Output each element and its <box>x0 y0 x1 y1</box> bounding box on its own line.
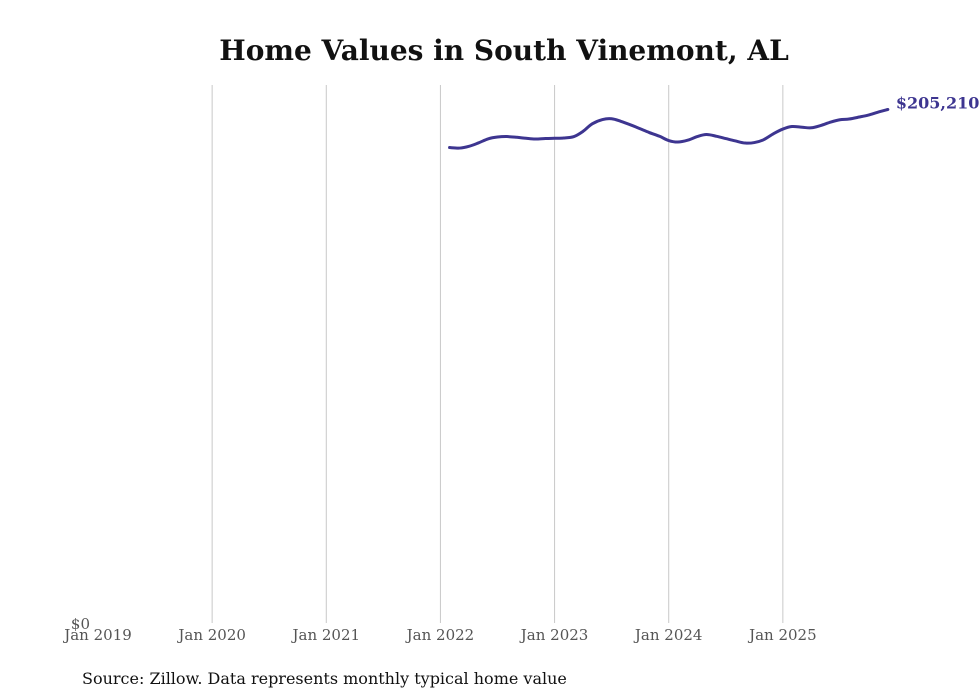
x-tick-jan-2025: Jan 2025 <box>747 626 817 644</box>
x-tick-jan-2021: Jan 2021 <box>291 626 361 644</box>
x-tick-jan-2024: Jan 2024 <box>633 626 703 644</box>
y-tick-label-zero: $0 <box>71 615 90 633</box>
chart-title: Home Values in South Vinemont, AL <box>219 34 789 67</box>
x-tick-jan-2019: Jan 2019 <box>62 626 132 644</box>
series-layer: $205,210 <box>448 94 980 150</box>
x-tick-jan-2020: Jan 2020 <box>176 626 246 644</box>
x-axis-ticks: Jan 2019 Jan 2020 Jan 2021 Jan 2022 Jan 2023… <box>62 626 816 644</box>
source-note: Source: Zillow. Data represents monthly … <box>82 669 567 688</box>
end-value-label: $205,210 <box>896 94 980 113</box>
x-tick-jan-2023: Jan 2023 <box>519 626 589 644</box>
x-tick-jan-2022: Jan 2022 <box>405 626 475 644</box>
series-line-0 <box>448 108 890 150</box>
gridlines <box>211 85 784 623</box>
